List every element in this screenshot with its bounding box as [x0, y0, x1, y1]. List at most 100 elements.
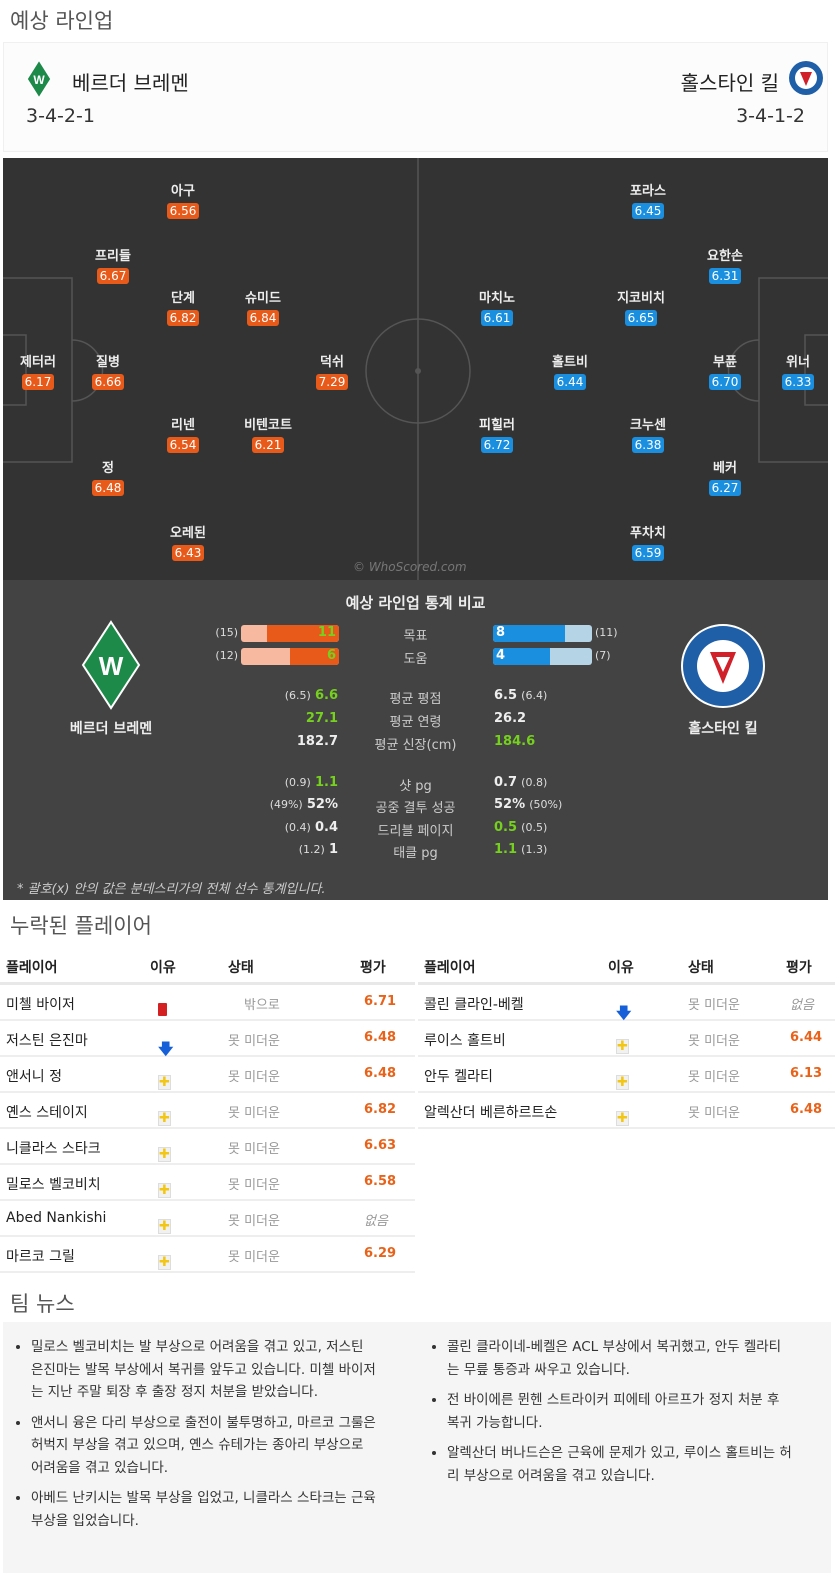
- svg-text:W: W: [99, 651, 124, 681]
- player-name: 포라스: [630, 184, 666, 199]
- away-player[interactable]: 푸차치 6.59: [603, 522, 693, 561]
- away-player[interactable]: 마치노 6.61: [452, 287, 542, 326]
- home-stat-value: 27.1: [305, 711, 338, 726]
- header-rating[interactable]: 평가: [360, 960, 386, 976]
- stats-away-name: 홀스타인 킬: [688, 721, 758, 737]
- player-rating: 6.17: [21, 374, 55, 390]
- player-name[interactable]: 앤서니 정: [6, 1069, 62, 1085]
- news-item: 밀로스 벨코비치는 발 부상으로 어려움을 겪고 있고, 저스틴 은진마는 발목…: [31, 1336, 377, 1404]
- player-name: 질병: [96, 355, 120, 370]
- injury-cross-icon: ✚: [158, 1183, 171, 1198]
- missing-player-row[interactable]: 저스틴 은진마 🡇 못 미더운 6.48: [0, 1021, 415, 1058]
- news-item: 알렉산더 버나드슨은 근육에 문제가 있고, 루이스 홀트비는 허리 부상으로 …: [447, 1442, 793, 1487]
- home-player[interactable]: 리넨 6.54: [138, 414, 228, 453]
- home-player[interactable]: 단계 6.82: [138, 287, 228, 326]
- away-stat-value: 0.5: [494, 820, 518, 835]
- away-player[interactable]: 부퓬 6.70: [680, 351, 770, 390]
- away-player[interactable]: 지코비치 6.65: [596, 287, 686, 326]
- home-player[interactable]: 정 6.48: [63, 457, 153, 496]
- header-status[interactable]: 상태: [688, 960, 714, 976]
- player-name[interactable]: 밀로스 벨코비치: [6, 1177, 101, 1193]
- player-name: 슈미드: [245, 291, 281, 306]
- missing-player-row[interactable]: 밀로스 벨코비치 ✚ 못 미더운 6.58: [0, 1165, 415, 1201]
- home-player[interactable]: 비텐코트 6.21: [223, 414, 313, 453]
- home-player[interactable]: 질병 6.66: [63, 351, 153, 390]
- player-name[interactable]: 미첼 바이저: [6, 997, 75, 1013]
- status: 못 미더운: [688, 1070, 740, 1085]
- away-stat: 26.2: [494, 711, 526, 726]
- missing-player-row[interactable]: 마르코 그릴 ✚ 못 미더운 6.29: [0, 1237, 415, 1273]
- away-news-list: 콜린 클라이네-베켈은 ACL 부상에서 복귀했고, 안두 켈라티는 무릎 통증…: [423, 1336, 793, 1495]
- missing-player-row[interactable]: 안두 켈라티 ✚ 못 미더운 6.13: [418, 1057, 835, 1093]
- player-name[interactable]: 알렉산더 베른하르트손: [424, 1105, 558, 1121]
- status: 못 미더운: [228, 1142, 280, 1157]
- player-name: 피힐러: [479, 418, 515, 433]
- missing-player-row[interactable]: 미첼 바이저 밖으로 6.71: [0, 985, 415, 1021]
- player-rating: 6.33: [781, 374, 815, 390]
- home-player[interactable]: 오레된 6.43: [143, 522, 233, 561]
- away-player[interactable]: 베커 6.27: [680, 457, 770, 496]
- missing-player-row[interactable]: 앤서니 정 ✚ 못 미더운 6.48: [0, 1057, 415, 1093]
- injury-cross-icon: ✚: [616, 1111, 629, 1126]
- player-name[interactable]: 루이스 홀트비: [424, 1033, 506, 1049]
- home-stat: (1.2) 1: [299, 842, 338, 857]
- away-player[interactable]: 위너 6.33: [753, 351, 835, 390]
- missing-player-row[interactable]: 니클라스 스타크 ✚ 못 미더운 6.63: [0, 1129, 415, 1165]
- player-name[interactable]: 안두 켈라티: [424, 1069, 493, 1085]
- player-name[interactable]: 저스틴 은진마: [6, 1033, 88, 1049]
- status: 못 미더운: [228, 1214, 280, 1229]
- home-player[interactable]: 제터러 6.17: [0, 351, 83, 390]
- rating: 없음: [790, 998, 814, 1013]
- player-name[interactable]: Abed Nankishi: [6, 1210, 107, 1226]
- player-rating: 6.82: [166, 310, 200, 326]
- away-player[interactable]: 홀트비 6.44: [525, 351, 615, 390]
- away-team-name[interactable]: 홀스타인 킬: [680, 71, 779, 95]
- player-rating: 6.66: [91, 374, 125, 390]
- stat-label: 평균 평점: [389, 692, 442, 707]
- away-bar-value: 8: [496, 625, 506, 640]
- home-player[interactable]: 프리들 6.67: [68, 245, 158, 284]
- home-player[interactable]: 아구 6.56: [138, 180, 228, 219]
- rating: 6.13: [790, 1066, 823, 1081]
- away-player[interactable]: 포라스 6.45: [603, 180, 693, 219]
- holstein-kiel-logo: [789, 61, 823, 95]
- header-divider: [0, 982, 415, 985]
- player-name[interactable]: 니클라스 스타크: [6, 1141, 101, 1157]
- home-team-name[interactable]: 베르더 브레멘: [72, 71, 189, 95]
- header-status[interactable]: 상태: [228, 960, 254, 976]
- missing-players-title: 누락된 플레이어: [10, 914, 152, 938]
- away-stat: 1.1 (1.3): [494, 842, 547, 857]
- missing-player-row[interactable]: Abed Nankishi ✚ 못 미더운 없음: [0, 1201, 415, 1237]
- player-name[interactable]: 콜린 클라인-베켈: [424, 997, 524, 1013]
- player-rating: 6.65: [624, 310, 658, 326]
- away-league-value: (7): [595, 649, 611, 662]
- injury-cross-icon: ✚: [158, 1219, 171, 1234]
- away-player[interactable]: 크누센 6.38: [603, 414, 693, 453]
- player-rating: 6.59: [631, 545, 665, 561]
- home-stat-value: 1.1: [314, 775, 338, 790]
- status: 못 미더운: [228, 1106, 280, 1121]
- header-player[interactable]: 플레이어: [6, 960, 58, 976]
- missing-player-row[interactable]: 알렉산더 베른하르트손 ✚ 못 미더운 6.48: [418, 1093, 835, 1129]
- missing-player-row[interactable]: 옌스 스테이지 ✚ 못 미더운 6.82: [0, 1093, 415, 1129]
- away-stat-value: 26.2: [494, 711, 527, 726]
- missing-player-row[interactable]: 콜린 클라인-베켈 🡇 못 미더운 없음: [418, 985, 835, 1022]
- rating: 6.48: [364, 1030, 397, 1045]
- home-player[interactable]: 덕쉬 7.29: [287, 351, 377, 390]
- header-player[interactable]: 플레이어: [424, 960, 476, 976]
- away-player[interactable]: 피힐러 6.72: [452, 414, 542, 453]
- away-player[interactable]: 요한손 6.31: [680, 245, 770, 284]
- rating: 6.63: [364, 1138, 397, 1153]
- header-rating[interactable]: 평가: [786, 960, 812, 976]
- header-reason[interactable]: 이유: [150, 960, 176, 976]
- home-0-bar: 11: [241, 625, 339, 642]
- away-0-bar: 8: [493, 625, 592, 642]
- missing-player-row[interactable]: 루이스 홀트비 ✚ 못 미더운 6.44: [418, 1021, 835, 1057]
- rating: 6.48: [790, 1102, 823, 1117]
- home-stat: (49%) 52%: [270, 797, 338, 812]
- home-stat-value: 6.6: [314, 688, 338, 703]
- player-name[interactable]: 마르코 그릴: [6, 1249, 75, 1265]
- player-name[interactable]: 옌스 스테이지: [6, 1105, 88, 1121]
- home-player[interactable]: 슈미드 6.84: [218, 287, 308, 326]
- header-reason[interactable]: 이유: [608, 960, 634, 976]
